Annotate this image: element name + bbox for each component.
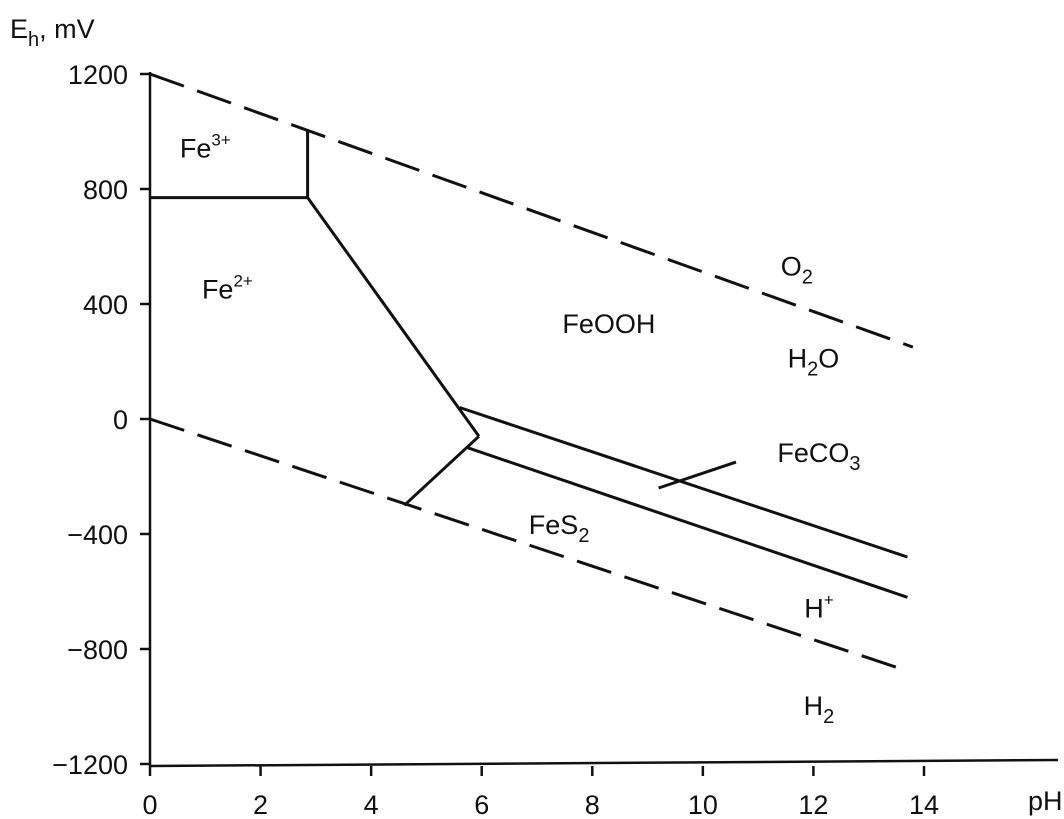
- x-tick-label: 12: [798, 790, 828, 819]
- region-label-base: Fe: [180, 133, 212, 163]
- region-label-superscript: +: [824, 590, 834, 609]
- region-label-subscript: 2: [823, 706, 834, 728]
- region-label-base: Fe: [202, 274, 234, 304]
- x-tick-label: 14: [909, 790, 939, 819]
- y-tick-label: −400: [67, 520, 128, 550]
- x-tick-label: 0: [142, 790, 157, 819]
- region-label-base: FeS: [529, 510, 579, 540]
- region-label-superscript: 2+: [233, 271, 252, 290]
- x-axis-line: [149, 758, 1059, 768]
- y-tick-label: 1200: [68, 60, 128, 90]
- region-label-base: H: [804, 691, 824, 721]
- y-tick-label: −1200: [52, 750, 128, 780]
- water-stability-boundary-line: [149, 417, 903, 671]
- y-axis-title: Eh, mV: [10, 14, 95, 51]
- x-tick-label: 8: [585, 790, 600, 819]
- region-label-base: FeOOH: [562, 309, 655, 339]
- y-tick-label: −800: [67, 635, 128, 665]
- region-label: Fe3+: [180, 130, 231, 163]
- x-tick-label: 6: [474, 790, 489, 819]
- region-label-base: O: [781, 251, 802, 281]
- x-tick-label: 10: [688, 790, 718, 819]
- region-label-subscript: 2: [578, 525, 589, 547]
- region-label: O2: [781, 251, 813, 288]
- region-label: H2: [804, 691, 835, 728]
- region-label-base: H: [804, 593, 824, 623]
- phase-boundary-line: [658, 460, 737, 490]
- phase-boundary-line: [306, 196, 481, 438]
- y-axis-title-main: E: [10, 14, 28, 44]
- y-tick-label: 400: [83, 290, 128, 320]
- x-tick-label: 2: [253, 790, 268, 819]
- region-label-superscript: 3+: [211, 130, 230, 149]
- region-label-subscript: 3: [849, 453, 860, 475]
- x-axis-title: pH: [1028, 786, 1063, 816]
- region-label: FeOOH: [562, 309, 655, 339]
- phase-boundary-line: [459, 406, 908, 559]
- y-axis-title-sub: h: [28, 29, 39, 51]
- region-label: H2O: [788, 343, 840, 380]
- phase-boundary-line: [467, 446, 908, 599]
- y-axis-title-unit: , mV: [39, 14, 95, 44]
- region-label-tail: O: [818, 343, 839, 373]
- region-label-subscript: 2: [802, 266, 813, 288]
- axes: [148, 72, 1059, 768]
- region-label: FeCO3: [777, 438, 860, 475]
- series: [149, 72, 914, 671]
- region-label-subscript: 2: [807, 358, 818, 380]
- y-tick-label: 800: [83, 175, 128, 205]
- phase-boundary-line: [403, 435, 480, 507]
- axis-titles: Eh, mV pH: [10, 14, 1063, 816]
- x-tick-label: 4: [364, 790, 379, 819]
- region-label-base: FeCO: [777, 438, 849, 468]
- ticks: 0 2 4 6 8 10 12 14 1200 800 400 0 −400 −800 −1200: [52, 60, 939, 819]
- region-label: Fe2+: [202, 271, 253, 304]
- y-tick-label: 0: [113, 405, 128, 435]
- region-label: FeS2: [529, 510, 590, 547]
- water-stability-boundary-line: [149, 72, 914, 349]
- region-label-base: H: [788, 343, 808, 373]
- region-label: H+: [804, 590, 834, 623]
